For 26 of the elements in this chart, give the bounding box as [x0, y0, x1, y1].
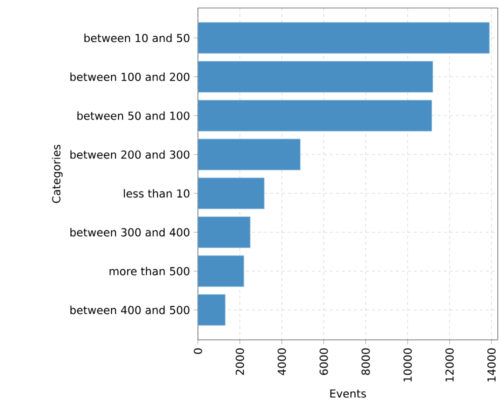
- y-tick-label: between 400 and 500: [70, 306, 190, 314]
- x-tick-label: 4000: [278, 348, 286, 376]
- x-tick-label: 2000: [236, 348, 244, 375]
- x-axis-title: Events: [330, 390, 366, 398]
- y-axis-title: Categories: [52, 144, 63, 204]
- x-tick-label: 12000: [445, 348, 454, 382]
- y-tick-label: between 100 and 200: [70, 72, 190, 82]
- x-tick-label: 8000: [362, 348, 370, 375]
- x-tick-label: 14000: [487, 348, 496, 382]
- bar: [198, 255, 244, 287]
- y-tick-label: more than 500: [110, 266, 190, 276]
- y-tick-label: between 200 and 300: [70, 150, 190, 159]
- bar: [198, 216, 250, 248]
- bar: [198, 294, 226, 326]
- bar: [198, 138, 301, 170]
- bar: [198, 22, 490, 54]
- y-tick-label: less than 10: [124, 189, 190, 198]
- bar: [198, 100, 432, 132]
- y-tick-label: between 10 and 50: [84, 34, 190, 42]
- x-tick-label: 10000: [403, 348, 412, 382]
- x-tick-label: 0: [194, 348, 202, 354]
- bar: [198, 61, 434, 93]
- y-tick-label: between 50 and 100: [77, 111, 190, 120]
- bar: [198, 178, 264, 210]
- x-tick-label: 6000: [320, 348, 328, 375]
- y-tick-label: between 300 and 400: [70, 228, 190, 237]
